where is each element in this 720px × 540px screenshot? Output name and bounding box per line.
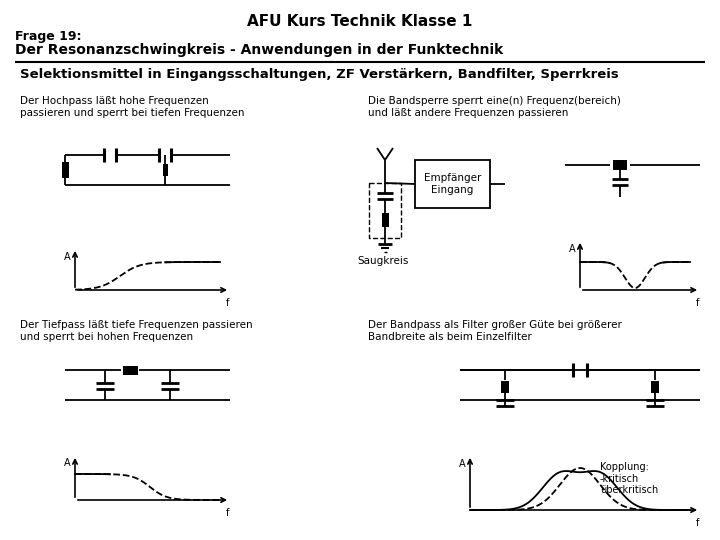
- Text: A: A: [459, 459, 465, 469]
- Text: Kopplung:
-kritisch
überkritisch: Kopplung: -kritisch überkritisch: [600, 462, 658, 495]
- Text: f: f: [696, 518, 700, 528]
- Text: f: f: [226, 508, 230, 518]
- Text: AFU Kurs Technik Klasse 1: AFU Kurs Technik Klasse 1: [247, 14, 473, 29]
- Bar: [415, 160, 490, 208]
- Bar: [163, 164, 168, 176]
- Text: Empfänger
Eingang: Empfänger Eingang: [424, 173, 481, 195]
- Text: Die Bandsperre sperrt eine(n) Frequenz(bereich)
und läßt andere Frequenzen passi: Die Bandsperre sperrt eine(n) Frequenz(b…: [368, 96, 621, 118]
- Text: f: f: [696, 298, 700, 308]
- Text: A: A: [63, 458, 71, 468]
- Text: Frage 19:: Frage 19:: [15, 30, 81, 43]
- Bar: [382, 213, 389, 227]
- Bar: [369, 183, 401, 238]
- Text: Der Hochpass läßt hohe Frequenzen
passieren und sperrt bei tiefen Frequenzen: Der Hochpass läßt hohe Frequenzen passie…: [20, 96, 245, 118]
- Text: Selektionsmittel in Eingangsschaltungen, ZF Verstärkern, Bandfilter, Sperrkreis: Selektionsmittel in Eingangsschaltungen,…: [20, 68, 618, 81]
- Text: Der Bandpass als Filter großer Güte bei größerer
Bandbreite als beim Einzelfilte: Der Bandpass als Filter großer Güte bei …: [368, 320, 622, 342]
- Bar: [61, 162, 68, 178]
- Text: Der Tiefpass läßt tiefe Frequenzen passieren
und sperrt bei hohen Frequenzen: Der Tiefpass läßt tiefe Frequenzen passi…: [20, 320, 253, 342]
- Bar: [501, 381, 509, 393]
- Text: A: A: [63, 252, 71, 262]
- Text: Saugkreis: Saugkreis: [357, 256, 409, 266]
- Text: f: f: [226, 298, 230, 308]
- Text: Der Resonanzschwingkreis - Anwendungen in der Funktechnik: Der Resonanzschwingkreis - Anwendungen i…: [15, 43, 503, 57]
- Text: A: A: [569, 244, 575, 254]
- Bar: [122, 366, 138, 375]
- Bar: [651, 381, 659, 393]
- Bar: [613, 160, 627, 170]
